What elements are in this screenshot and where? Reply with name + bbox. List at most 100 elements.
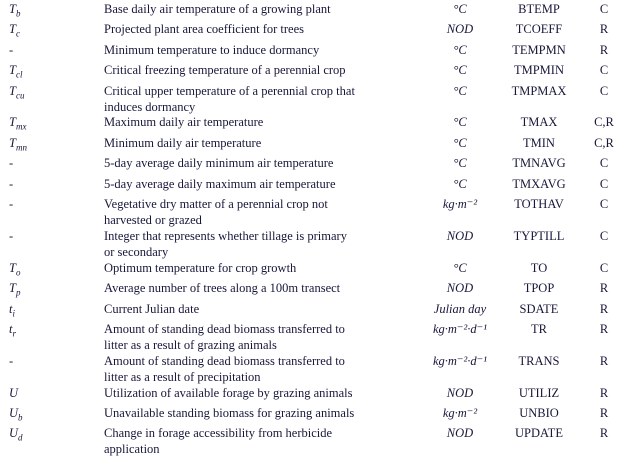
table-row: - Amount of standing dead biomass transf… bbox=[0, 354, 617, 386]
variable-units: °C bbox=[453, 176, 467, 191]
variable-flag: C bbox=[599, 2, 609, 16]
variable-code: TEMPMN bbox=[512, 42, 566, 57]
variable-description: Base daily air temperature of a growing … bbox=[104, 2, 331, 16]
variable-symbol: - bbox=[9, 353, 14, 368]
variable-code: TO bbox=[530, 260, 548, 275]
variable-flag: C bbox=[599, 228, 609, 243]
variable-description: Integer that represents whether tillage … bbox=[104, 228, 347, 259]
variable-flag: R bbox=[599, 426, 609, 441]
variable-flag: C bbox=[599, 156, 609, 171]
table-row: To Optimum temperature for crop growth °… bbox=[0, 261, 617, 281]
variable-units: °C bbox=[453, 260, 467, 275]
variable-description: Vegetative dry matter of a perennial cro… bbox=[104, 197, 328, 227]
table-row: - 5-day average daily minimum air temper… bbox=[0, 156, 617, 176]
variable-code: TRANS bbox=[518, 353, 560, 368]
variable-units: °C bbox=[453, 2, 467, 16]
variable-description: Amount of standing dead biomass transfer… bbox=[104, 321, 345, 352]
variable-code: SDATE bbox=[519, 301, 559, 316]
variable-symbol: Tcu bbox=[9, 83, 25, 101]
variable-code: TCOEFF bbox=[515, 22, 563, 37]
table-row: Ub Unavailable standing biomass for graz… bbox=[0, 406, 617, 426]
table-row: - Minimum temperature to induce dormancy… bbox=[0, 43, 617, 63]
variable-description: Projected plant area coefficient for tre… bbox=[104, 22, 305, 37]
variable-symbol: - bbox=[9, 197, 14, 212]
variable-symbol: Tcl bbox=[9, 63, 23, 80]
variable-symbol: Ud bbox=[9, 426, 23, 443]
variable-flag: C bbox=[599, 197, 609, 212]
variable-flag: R bbox=[599, 301, 609, 316]
variable-symbol: Tc bbox=[9, 22, 20, 39]
variable-description: Minimum daily air temperature bbox=[104, 135, 262, 150]
variable-symbol: To bbox=[9, 260, 21, 278]
variable-description: Average number of trees along a 100m tra… bbox=[104, 281, 341, 296]
table-row: ti Current Julian date Julian day SDATE … bbox=[0, 302, 617, 322]
variable-units: NOD bbox=[446, 22, 474, 37]
variable-symbol: - bbox=[9, 42, 14, 57]
variable-units: kg·m⁻² bbox=[442, 197, 478, 212]
variable-code: UPDATE bbox=[515, 426, 563, 441]
variable-description: Unavailable standing biomass for grazing… bbox=[104, 405, 355, 420]
variable-symbol: U bbox=[9, 385, 19, 400]
variable-symbol: Tmx bbox=[9, 115, 27, 132]
variable-flag: C bbox=[599, 63, 609, 78]
variable-flag: C,R bbox=[594, 135, 614, 150]
variable-units: NOD bbox=[446, 385, 474, 400]
variable-code: TMPMIN bbox=[513, 63, 564, 78]
variable-description: Minimum temperature to induce dormancy bbox=[104, 42, 320, 57]
variable-symbol: ti bbox=[9, 301, 15, 319]
variable-description: Maximum daily air temperature bbox=[104, 115, 264, 130]
variable-symbol: Tb bbox=[9, 2, 21, 19]
table-row: Tmx Maximum daily air temperature °C TMA… bbox=[0, 115, 617, 135]
table-row: tr Amount of standing dead biomass trans… bbox=[0, 322, 617, 354]
variable-code: TMNAVG bbox=[512, 156, 566, 171]
variable-units: Julian day bbox=[433, 301, 487, 316]
variable-units: kg·m⁻² bbox=[442, 405, 478, 420]
variable-flag: R bbox=[599, 385, 609, 400]
variable-units: °C bbox=[453, 156, 467, 171]
variable-flag: R bbox=[599, 22, 609, 37]
variable-code: TMXAVG bbox=[512, 176, 566, 191]
variable-units: NOD bbox=[446, 426, 474, 441]
variable-code: TMPMAX bbox=[511, 83, 567, 98]
variable-description: 5-day average daily maximum air temperat… bbox=[104, 176, 336, 191]
variable-symbol: Tp bbox=[9, 281, 21, 298]
variable-symbol: - bbox=[9, 228, 14, 243]
variable-flag: C bbox=[599, 260, 609, 275]
variable-units: °C bbox=[453, 63, 467, 78]
table-row: Tp Average number of trees along a 100m … bbox=[0, 281, 617, 301]
variable-units: °C bbox=[453, 42, 467, 57]
variable-code: TMAX bbox=[520, 115, 558, 130]
table-row: - Integer that represents whether tillag… bbox=[0, 229, 617, 261]
table-row: Ud Change in forage accessibility from h… bbox=[0, 426, 617, 458]
variable-units: °C bbox=[453, 83, 467, 98]
table-row: Tcl Critical freezing temperature of a p… bbox=[0, 63, 617, 83]
variable-code: TMIN bbox=[523, 135, 555, 150]
variable-code: TYPTILL bbox=[513, 228, 565, 243]
variable-description: Critical freezing temperature of a peren… bbox=[104, 63, 346, 78]
variable-flag: R bbox=[599, 353, 609, 368]
variable-units: kg·m⁻²·d⁻¹ bbox=[432, 321, 488, 336]
variable-description: Utilization of available forage by grazi… bbox=[104, 385, 353, 400]
variable-units: °C bbox=[453, 115, 467, 130]
variable-units: NOD bbox=[446, 281, 474, 296]
table-row: Tb Base daily air temperature of a growi… bbox=[0, 2, 617, 22]
variable-flag: C bbox=[599, 83, 609, 98]
table-row: Tmn Minimum daily air temperature °C TMI… bbox=[0, 136, 617, 156]
table-row: U Utilization of available forage by gra… bbox=[0, 386, 617, 406]
variable-code: UNBIO bbox=[519, 405, 559, 420]
variable-units: kg·m⁻²·d⁻¹ bbox=[432, 353, 488, 368]
variable-description: 5-day average daily minimum air temperat… bbox=[104, 156, 334, 171]
variable-units: °C bbox=[453, 135, 467, 150]
variable-flag: R bbox=[599, 405, 609, 420]
variable-code: UTILIZ bbox=[518, 385, 560, 400]
variable-description: Amount of standing dead biomass transfer… bbox=[104, 353, 345, 384]
variable-description: Current Julian date bbox=[104, 301, 200, 316]
variable-code: TPOP bbox=[523, 281, 555, 296]
variable-flag: C bbox=[599, 176, 609, 191]
table-row: Tc Projected plant area coefficient for … bbox=[0, 22, 617, 42]
variable-flag: R bbox=[599, 281, 609, 296]
variable-flag: R bbox=[599, 42, 609, 57]
table-row: Tcu Critical upper temperature of a pere… bbox=[0, 84, 617, 116]
